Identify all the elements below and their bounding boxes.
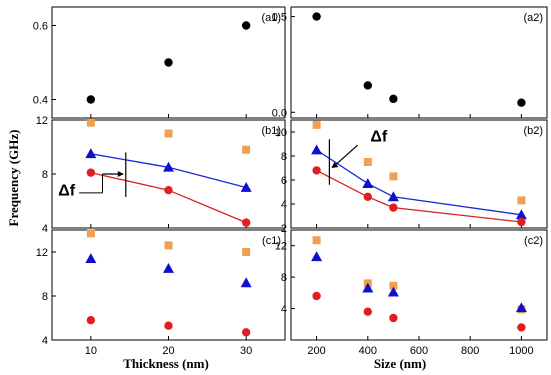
panel-a2: 0.0 0.5 (a2)	[272, 6, 548, 119]
data-point-triangle	[515, 209, 527, 220]
data-point-square	[389, 172, 398, 181]
y-tick-label: 2	[281, 223, 287, 235]
data-point-circle	[164, 321, 173, 330]
data-point-square	[86, 229, 95, 238]
delta-f-annotation: Δf	[370, 129, 388, 146]
data-point-circle	[86, 168, 96, 177]
data-point-square	[363, 158, 372, 166]
x-tick-label: 200	[307, 345, 325, 357]
data-point-square	[164, 129, 173, 138]
panel-b2: 2 4 6 8 10 (b2) Δf	[275, 119, 548, 235]
data-point-circle	[241, 328, 251, 337]
panel-a1: 0.4 0.6 (a1)	[33, 6, 286, 119]
panel-frame-c2	[290, 229, 548, 341]
y-tick-label: 8	[42, 291, 48, 303]
x-tick-label: 800	[461, 345, 479, 357]
data-point-triangle	[387, 191, 399, 202]
data-point-circle	[363, 81, 372, 90]
x-tick-label: 400	[359, 345, 377, 357]
data-point-circle	[517, 323, 526, 332]
panel-label-a1: (a1)	[261, 12, 281, 24]
panel-b1: 4 8 12 (b1) Δf	[36, 115, 286, 235]
panel-c2: 4 8 12 200 400 600 800 1000 (c2)	[275, 229, 548, 357]
data-point-circle	[517, 98, 526, 107]
y-tick-label: 8	[42, 169, 48, 181]
data-point-circle	[312, 12, 321, 21]
data-point-triangle	[387, 286, 399, 297]
y-tick-label: 10	[275, 127, 287, 139]
delta-arrowhead-icon	[331, 162, 339, 168]
x-tick-label: 20	[162, 345, 174, 357]
x-tick-label: 600	[410, 345, 428, 357]
panel-c1: 4 8 12 10 20 30 (c1)	[36, 229, 286, 357]
data-point-square	[517, 196, 526, 205]
panel-label-b1: (b1)	[261, 125, 281, 137]
data-point-circle	[389, 313, 398, 323]
y-tick-label: 12	[36, 115, 48, 127]
data-point-triangle	[311, 251, 323, 262]
data-point-triangle	[362, 178, 374, 188]
panel-label-c1: (c1)	[262, 235, 281, 247]
data-point-square	[242, 145, 251, 154]
data-point-circle	[164, 186, 173, 195]
data-point-triangle	[515, 302, 527, 313]
y-tick-label: 4	[281, 199, 287, 211]
data-point-triangle	[163, 263, 174, 273]
x-tick-label: 1000	[509, 345, 533, 357]
y-tick-label: 8	[281, 272, 287, 284]
x-tick-label: 10	[85, 345, 97, 357]
data-point-triangle	[311, 144, 323, 155]
y-tick-label: 0.5	[272, 12, 287, 24]
data-point-square	[389, 281, 398, 290]
data-point-triangle	[85, 148, 97, 159]
data-point-circle	[312, 166, 321, 175]
series-line-red	[316, 169, 522, 223]
data-point-circle	[241, 218, 251, 227]
data-point-circle	[389, 94, 398, 104]
y-tick-label: 0.0	[272, 107, 287, 119]
y-tick-label: 12	[36, 247, 48, 259]
data-point-square	[164, 241, 173, 250]
data-point-circle	[363, 192, 372, 201]
data-point-square	[86, 118, 95, 127]
data-point-square	[312, 120, 321, 129]
data-point-square	[242, 248, 251, 256]
x-axis-label-thickness: Thickness (nm)	[123, 356, 209, 371]
data-point-circle	[389, 203, 398, 212]
panel-frame-a2	[290, 6, 548, 119]
y-tick-label: 0.4	[33, 95, 48, 107]
data-point-circle	[86, 95, 96, 104]
x-axis-label-size: Size (nm)	[374, 356, 426, 371]
series-line-blue	[316, 149, 522, 216]
y-tick-label: 8	[281, 151, 287, 163]
y-axis-label: Frequency (GHz)	[6, 130, 21, 227]
y-tick-label: 0.6	[33, 21, 48, 33]
data-point-circle	[86, 316, 96, 325]
data-point-circle	[241, 21, 251, 30]
panel-label-a2: (a2)	[523, 12, 543, 24]
data-point-triangle	[240, 277, 252, 288]
data-point-circle	[517, 217, 526, 227]
data-point-triangle	[362, 282, 374, 293]
delta-f-annotation: Δf	[58, 183, 76, 200]
x-tick-label: 30	[240, 345, 252, 357]
panel-label-b2: (b2)	[523, 125, 543, 137]
panel-label-c2: (c2)	[524, 235, 543, 247]
y-tick-label: 12	[275, 241, 287, 253]
data-point-triangle	[85, 253, 97, 263]
delta-arrow-icon	[333, 144, 358, 168]
series-line-red	[90, 172, 247, 224]
data-point-square	[312, 236, 321, 245]
data-point-circle	[164, 58, 173, 67]
y-tick-label: 6	[281, 175, 287, 187]
data-point-triangle	[163, 161, 174, 172]
delta-arrowhead-icon	[117, 171, 124, 177]
data-point-triangle	[240, 182, 252, 192]
y-tick-label: 4	[42, 223, 48, 235]
y-tick-label: 4	[281, 304, 287, 316]
y-tick-label: 4	[42, 335, 48, 347]
data-point-circle	[312, 291, 321, 301]
data-point-circle	[363, 307, 372, 316]
